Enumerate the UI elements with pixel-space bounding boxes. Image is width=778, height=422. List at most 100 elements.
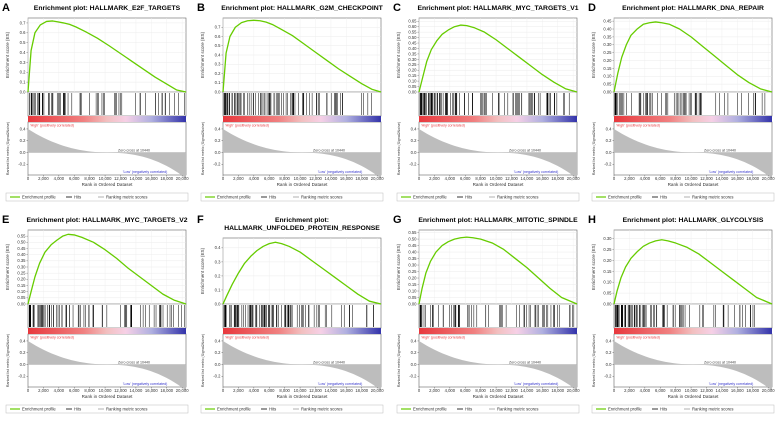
low-correlated-label: 'Low' (negatively correlated) xyxy=(123,170,168,174)
rank-color-bar xyxy=(28,328,186,334)
x-tick-label: 4,000 xyxy=(249,176,260,181)
metric-tick-label: 0.2 xyxy=(215,350,221,355)
es-tick-label: 0.6 xyxy=(20,30,26,35)
x-tick-label: 2,000 xyxy=(624,388,635,393)
x-tick-label: 10,000 xyxy=(99,388,112,393)
rank-color-bar xyxy=(419,116,577,122)
es-tick-label: 0.35 xyxy=(17,258,26,263)
es-tick-label: 0.7 xyxy=(20,20,26,25)
rank-color-bar xyxy=(614,116,772,122)
panel-letter: F xyxy=(197,214,204,226)
es-tick-label: 0.0 xyxy=(215,89,221,94)
es-tick-label: 0.2 xyxy=(215,71,221,76)
hits-frame xyxy=(222,303,382,329)
low-correlated-label: 'Low' (negatively correlated) xyxy=(318,382,363,386)
es-tick-label: 0.2 xyxy=(20,70,26,75)
x-tick-label: 2,000 xyxy=(38,176,49,181)
x-tick-label: 14,000 xyxy=(715,388,728,393)
x-tick-label: 16,000 xyxy=(731,388,744,393)
es-tick-label: 0.5 xyxy=(20,40,26,45)
es-tick-label: 0.05 xyxy=(603,82,612,87)
es-tick-label: 0.20 xyxy=(408,275,417,280)
x-tick-label: 4,000 xyxy=(54,176,65,181)
x-tick-label: 20,000 xyxy=(371,176,384,181)
metric-tick-label: 0.0 xyxy=(606,150,612,155)
legend-label: Ranking metric scores xyxy=(497,407,538,412)
panel-g: G Enrichment plot: HALLMARK_MITOTIC_SPIND… xyxy=(393,214,580,414)
x-tick-label: 12,000 xyxy=(700,388,713,393)
x-tick-label: 20,000 xyxy=(567,176,580,181)
x-tick-label: 0 xyxy=(613,388,616,393)
legend-label: Enrichment profile xyxy=(413,195,447,200)
legend-box xyxy=(591,404,775,414)
ranking-metric-area xyxy=(28,340,186,391)
x-tick-label: 2,000 xyxy=(624,176,635,181)
x-tick-label: 2,000 xyxy=(38,388,49,393)
x-axis-label: Rank in Ordered Dataset xyxy=(82,182,134,187)
metric-tick-label: 0.4 xyxy=(20,338,26,343)
x-tick-label: 2,000 xyxy=(429,176,440,181)
x-tick-label: 6,000 xyxy=(655,176,666,181)
panel-f: F Enrichment plot:HALLMARK_UNFOLDED_PROTE… xyxy=(197,214,384,414)
es-tick-label: 0.30 xyxy=(603,236,612,241)
es-tick-label: 0.50 xyxy=(408,236,417,241)
x-tick-label: 0 xyxy=(418,176,421,181)
legend-label: Hits xyxy=(74,195,81,200)
x-tick-label: 4,000 xyxy=(640,388,651,393)
hits-frame xyxy=(613,91,773,117)
es-tick-label: 0.30 xyxy=(408,262,417,267)
x-tick-label: 16,000 xyxy=(145,388,158,393)
x-tick-label: 8,000 xyxy=(670,388,681,393)
legend-box xyxy=(200,404,384,414)
legend-label: Hits xyxy=(269,407,276,412)
metric-tick-label: 0.4 xyxy=(606,126,612,131)
es-tick-label: 0.25 xyxy=(603,247,612,252)
es-tick-label: 0.40 xyxy=(603,26,612,31)
x-tick-label: 16,000 xyxy=(536,388,549,393)
metric-tick-label: -0.2 xyxy=(409,162,417,167)
x-tick-label: 18,000 xyxy=(160,388,173,393)
metric-tick-label: 0.4 xyxy=(20,126,26,131)
metric-tick-label: 0.0 xyxy=(411,362,417,367)
es-tick-label: 0.35 xyxy=(603,34,612,39)
metric-axis-label: Ranked list metric (Signal2Noise) xyxy=(6,334,10,387)
x-tick-label: 0 xyxy=(222,176,225,181)
zero-cross-label: Zero cross at 10440 xyxy=(313,361,345,365)
x-tick-label: 12,000 xyxy=(700,176,713,181)
enrichment-curve xyxy=(418,236,578,305)
metric-tick-label: -0.2 xyxy=(604,162,612,167)
legend-label: Enrichment profile xyxy=(608,195,642,200)
x-tick-label: 14,000 xyxy=(715,176,728,181)
x-tick-label: 8,000 xyxy=(279,388,290,393)
x-tick-label: 18,000 xyxy=(355,176,368,181)
panel-title: Enrichment plot: HALLMARK_DNA_REPAIR xyxy=(622,5,764,12)
rank-color-bar xyxy=(614,328,772,334)
es-tick-label: 0.30 xyxy=(408,57,417,62)
es-tick-label: 0.25 xyxy=(408,62,417,67)
metric-tick-label: 0.0 xyxy=(20,150,26,155)
rank-color-bar xyxy=(419,328,577,334)
panel-title: Enrichment plot: HALLMARK_GLYCOLYSIS xyxy=(623,217,764,224)
low-correlated-label: 'Low' (negatively correlated) xyxy=(709,170,754,174)
es-tick-label: 0.20 xyxy=(408,68,417,73)
enrichment-curve xyxy=(222,241,382,305)
legend-box xyxy=(200,192,384,202)
x-tick-label: 18,000 xyxy=(551,388,564,393)
x-tick-label: 10,000 xyxy=(99,176,112,181)
hits-frame xyxy=(27,91,187,117)
es-tick-label: 0.45 xyxy=(603,19,612,24)
es-tick-label: 0.00 xyxy=(603,301,612,306)
legend-label: Hits xyxy=(465,407,472,412)
legend-label: Enrichment profile xyxy=(22,195,56,200)
es-tick-label: 0.0 xyxy=(215,301,221,306)
x-tick-label: 18,000 xyxy=(551,176,564,181)
x-tick-label: 12,000 xyxy=(505,176,518,181)
x-tick-label: 14,000 xyxy=(520,388,533,393)
metric-tick-label: 0.2 xyxy=(411,138,417,143)
es-tick-label: 0.00 xyxy=(408,301,417,306)
es-axis-label: Enrichment score (ES) xyxy=(396,31,401,78)
metric-tick-label: 0.4 xyxy=(215,338,221,343)
panel-h: H Enrichment plot: HALLMARK_GLYCOLYSIS 0.0… xyxy=(588,214,775,414)
panel-title: Enrichment plot: xyxy=(275,217,329,224)
es-tick-label: 0.3 xyxy=(20,60,26,65)
